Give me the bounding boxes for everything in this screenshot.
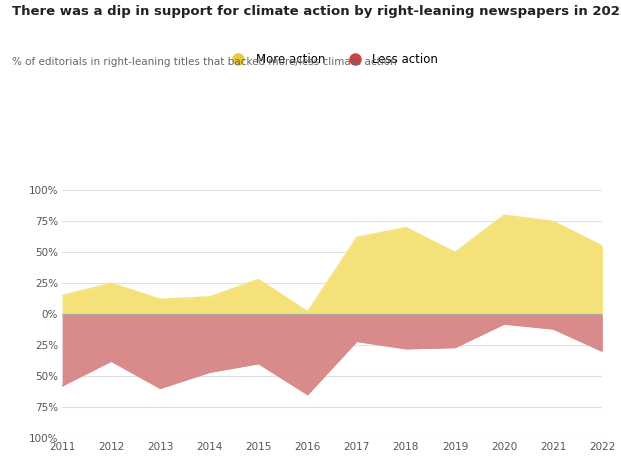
Legend: More action, Less action: More action, Less action (226, 53, 438, 66)
Text: There was a dip in support for climate action by right-leaning newspapers in 202: There was a dip in support for climate a… (12, 5, 621, 18)
Text: % of editorials in right-leaning titles that backed more/less climate action: % of editorials in right-leaning titles … (12, 57, 397, 67)
